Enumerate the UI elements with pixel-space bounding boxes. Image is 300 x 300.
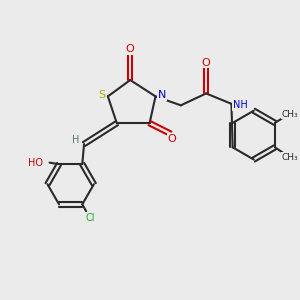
Text: O: O <box>126 44 135 54</box>
Text: HO: HO <box>28 158 43 168</box>
Text: N: N <box>158 90 166 100</box>
Text: NH: NH <box>233 100 248 110</box>
Text: O: O <box>201 58 210 68</box>
Text: Cl: Cl <box>85 213 95 223</box>
Text: S: S <box>98 90 105 100</box>
Text: CH₃: CH₃ <box>281 110 298 119</box>
Text: O: O <box>167 134 176 144</box>
Text: H: H <box>72 136 80 146</box>
Text: CH₃: CH₃ <box>281 153 298 162</box>
